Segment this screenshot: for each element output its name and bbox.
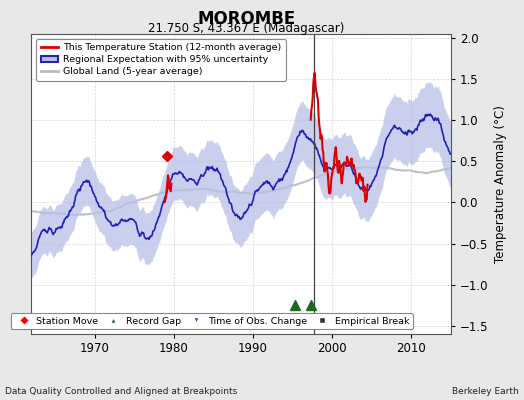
Text: 21.750 S, 43.367 E (Madagascar): 21.750 S, 43.367 E (Madagascar) xyxy=(148,22,344,35)
Legend: Station Move, Record Gap, Time of Obs. Change, Empirical Break: Station Move, Record Gap, Time of Obs. C… xyxy=(10,313,413,329)
Text: Data Quality Controlled and Aligned at Breakpoints: Data Quality Controlled and Aligned at B… xyxy=(5,387,237,396)
Text: Berkeley Earth: Berkeley Earth xyxy=(452,387,519,396)
Text: MOROMBE: MOROMBE xyxy=(197,10,296,28)
Y-axis label: Temperature Anomaly (°C): Temperature Anomaly (°C) xyxy=(494,105,507,263)
